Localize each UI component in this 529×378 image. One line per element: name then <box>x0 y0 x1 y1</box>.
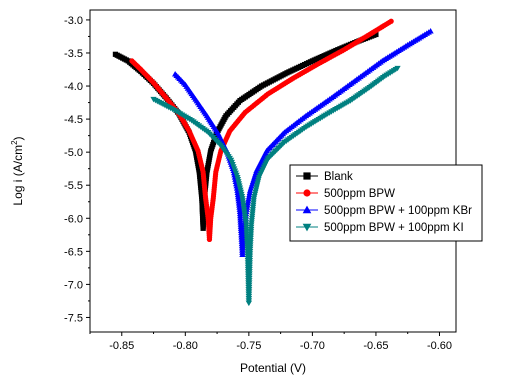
data-point <box>394 65 401 72</box>
legend-marker <box>303 172 311 180</box>
y-tick-label: -3.0 <box>64 15 83 27</box>
legend: Blank 500ppm BPW 500ppm BPW + 100ppm KBr 50… <box>289 164 483 242</box>
legend-label: 500ppm BPW <box>324 188 395 200</box>
series-2 <box>129 18 394 243</box>
y-tick-label: -4.5 <box>64 114 83 126</box>
legend-item: Blank <box>296 171 353 183</box>
y-tick-label: -6.0 <box>64 213 83 225</box>
y-tick-label: -3.5 <box>64 48 83 60</box>
x-tick-label: -0.65 <box>363 340 388 352</box>
legend-item: 500ppm BPW + 100ppm KI <box>296 222 464 234</box>
data-point <box>427 28 434 34</box>
y-tick-label: -5.5 <box>64 180 83 192</box>
y-tick-label: -7.5 <box>64 312 83 324</box>
x-axis: -0.85 -0.80 -0.75 -0.70 -0.65 -0.60 <box>89 332 452 352</box>
legend-marker <box>302 205 312 214</box>
legend-label: 500ppm BPW + 100ppm KBr <box>324 205 472 217</box>
x-tick-label: -0.70 <box>300 340 325 352</box>
series-4 <box>150 65 401 307</box>
series-layer <box>112 18 434 307</box>
legend-marker <box>302 223 312 232</box>
legend-label: 500ppm BPW + 100ppm KI <box>324 222 464 234</box>
x-tick-label: -0.75 <box>236 340 261 352</box>
x-axis-title: Potential (V) <box>240 361 306 375</box>
x-tick-label: -0.60 <box>427 340 452 352</box>
legend-marker <box>303 189 311 197</box>
data-point <box>388 18 394 24</box>
y-tick-label: -5.0 <box>64 147 83 159</box>
x-tick-label: -0.80 <box>173 340 198 352</box>
y-axis-title: Log i (A/cm2) <box>10 136 25 205</box>
y-tick-label: -6.5 <box>64 246 83 258</box>
y-tick-label: -4.0 <box>64 81 83 93</box>
legend-item: 500ppm BPW <box>296 188 395 200</box>
legend-box <box>289 164 483 242</box>
legend-label: Blank <box>324 171 353 183</box>
x-tick-label: -0.85 <box>109 340 134 352</box>
data-point <box>373 31 379 38</box>
y-tick-label: -7.0 <box>64 279 83 291</box>
y-axis: -3.0 -3.5 -4.0 -4.5 -5.0 -5.5 -6.0 -6.5 -7.0 -7.5 <box>64 15 90 324</box>
legend-item: 500ppm BPW + 100ppm KBr <box>296 205 472 217</box>
